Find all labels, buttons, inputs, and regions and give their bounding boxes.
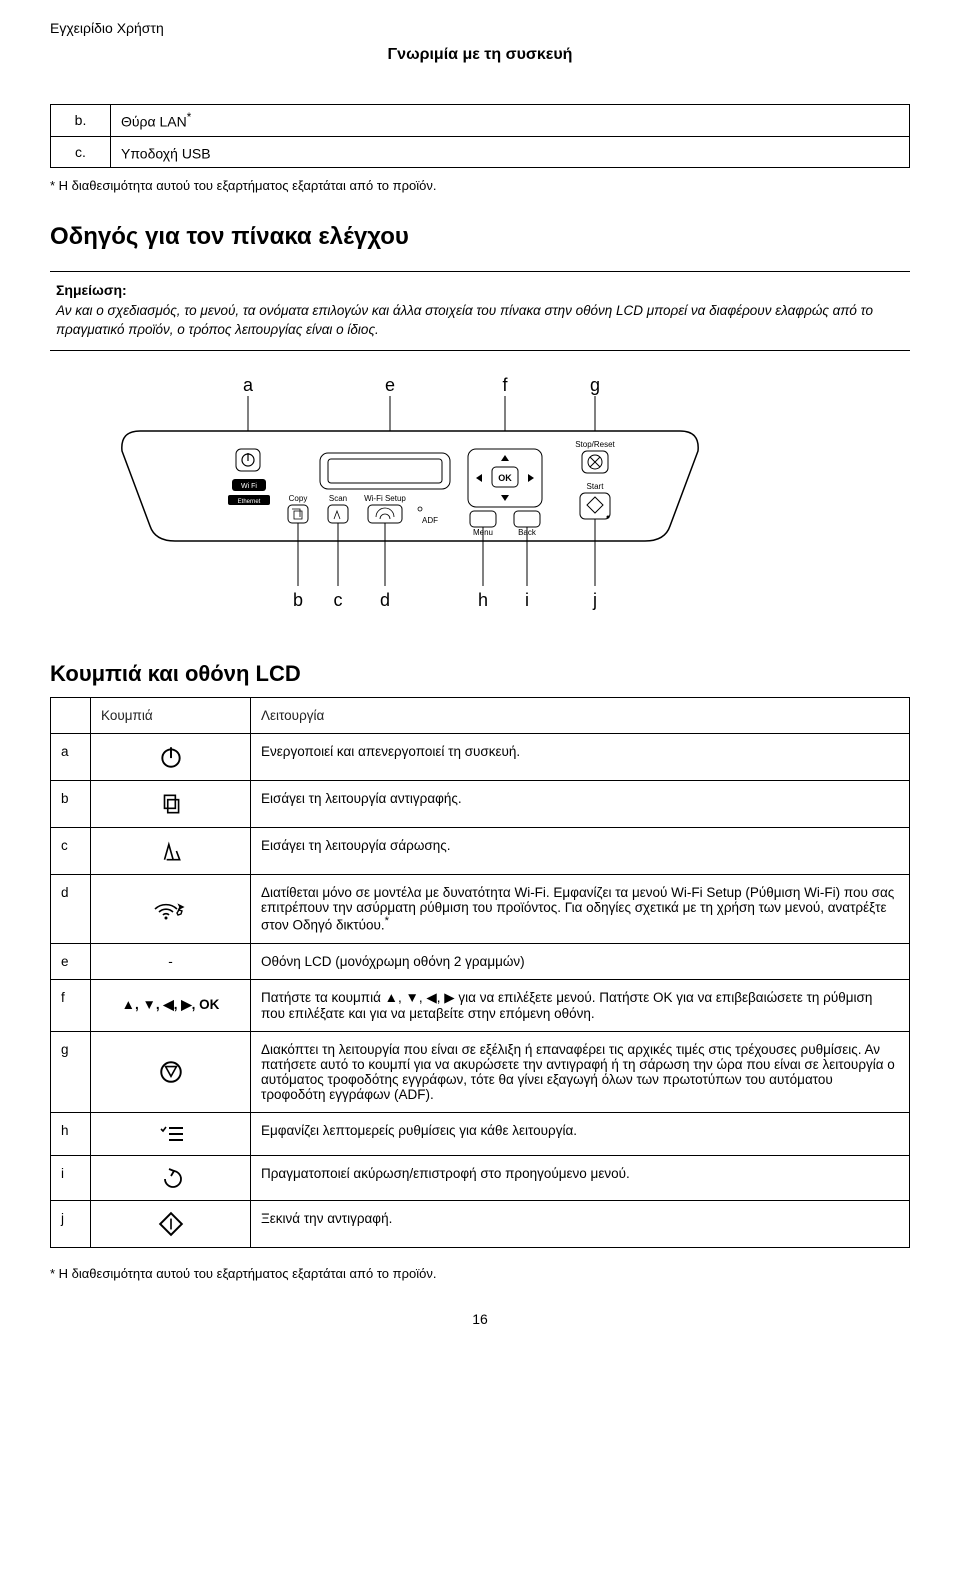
diagram-label-c: c xyxy=(334,590,343,610)
copy-label: Copy xyxy=(289,494,308,503)
row-key: b xyxy=(51,781,91,828)
col-function: Λειτουργία xyxy=(251,698,910,734)
copy-icon xyxy=(91,781,251,828)
row-text: Εισάγει τη λειτουργία σάρωσης. xyxy=(251,828,910,875)
copy-button xyxy=(288,505,308,523)
table-row: f ▲, ▼, ◀, ▶, OK Πατήστε τα κουμπιά ▲, ▼… xyxy=(51,979,910,1031)
ethernet-badge-text: Ethernet xyxy=(238,499,261,505)
scan-label: Scan xyxy=(329,494,347,503)
row-key: f xyxy=(51,979,91,1031)
table-row: c Εισάγει τη λειτουργία σάρωσης. xyxy=(51,828,910,875)
table-row: g Διακόπτει τη λειτουργία που είναι σε ε… xyxy=(51,1031,910,1112)
diagram-label-h: h xyxy=(478,590,488,610)
row-text: Εισάγει τη λειτουργία αντιγραφής. xyxy=(251,781,910,828)
row-text: Ξεκινά την αντιγραφή. xyxy=(251,1200,910,1247)
row-key: g xyxy=(51,1031,91,1112)
row-key: j xyxy=(51,1200,91,1247)
row-key: a xyxy=(51,734,91,781)
note-title: Σημείωση: xyxy=(56,282,904,298)
back-button xyxy=(514,511,540,527)
scan-icon xyxy=(91,828,251,875)
ports-footnote: * Η διαθεσιμότητα αυτού του εξαρτήματος … xyxy=(50,178,910,193)
control-panel-diagram: a e f g Wi Fi Ethernet Copy Scan Wi-Fi S… xyxy=(50,371,910,631)
menu-button xyxy=(470,511,496,527)
port-label: Θύρα LAN* xyxy=(111,105,910,137)
wifi-setup-icon xyxy=(91,875,251,944)
power-icon xyxy=(91,734,251,781)
row-text: Οθόνη LCD (μονόχρωμη οθόνη 2 γραμμών) xyxy=(251,943,910,979)
row-key: h xyxy=(51,1112,91,1155)
back-icon xyxy=(91,1155,251,1200)
row-text: Ενεργοποιεί και απενεργοποιεί τη συσκευή… xyxy=(251,734,910,781)
diagram-label-b: b xyxy=(293,590,303,610)
buttons-table: Κουμπιά Λειτουργία a Ενεργοποιεί και απε… xyxy=(50,697,910,1248)
row-text: Πατήστε τα κουμπιά ▲, ▼, ◀, ▶ για να επι… xyxy=(251,979,910,1031)
page-number: 16 xyxy=(50,1311,910,1327)
port-sup: * xyxy=(187,111,192,124)
wifi-badge-text: Wi Fi xyxy=(241,483,257,490)
adf-label: ADF xyxy=(422,516,438,525)
table-row: d Διατίθεται μόνο σε μοντέλα με δυνατότη… xyxy=(51,875,910,944)
table-row: e - Οθόνη LCD (μονόχρωμη οθόνη 2 γραμμών… xyxy=(51,943,910,979)
note-box: Σημείωση: Αν και ο σχεδιασμός, το μενού,… xyxy=(50,271,910,351)
diagram-label-i: i xyxy=(525,590,529,610)
section-title: Γνωριμία με τη συσκευή xyxy=(50,46,910,64)
table-row: j Ξεκινά την αντιγραφή. xyxy=(51,1200,910,1247)
table-header-row: Κουμπιά Λειτουργία xyxy=(51,698,910,734)
table-row: a Ενεργοποιεί και απενεργοποιεί τη συσκε… xyxy=(51,734,910,781)
row-key: d xyxy=(51,875,91,944)
stop-icon xyxy=(91,1031,251,1112)
arrows-label: ▲, ▼, ◀, ▶, OK xyxy=(91,979,251,1031)
port-key: c. xyxy=(51,136,111,168)
table-row: i Πραγματοποιεί ακύρωση/επιστροφή στο πρ… xyxy=(51,1155,910,1200)
table-row: h Εμφανίζει λεπτομερείς ρυθμίσεις για κά… xyxy=(51,1112,910,1155)
note-body: Αν και ο σχεδιασμός, το μενού, τα ονόματ… xyxy=(56,302,904,340)
row-text: Πραγματοποιεί ακύρωση/επιστροφή στο προη… xyxy=(251,1155,910,1200)
row-text-span: Διατίθεται μόνο σε μοντέλα με δυνατότητα… xyxy=(261,885,894,933)
row-key: e xyxy=(51,943,91,979)
buttons-footnote: * Η διαθεσιμότητα αυτού του εξαρτήματος … xyxy=(50,1266,910,1281)
row-key: c xyxy=(51,828,91,875)
table-row: b. Θύρα LAN* xyxy=(51,105,910,137)
doc-header: Εγχειρίδιο Χρήστη xyxy=(50,20,910,36)
diagram-label-d: d xyxy=(380,590,390,610)
ok-label: OK xyxy=(498,473,512,483)
diagram-label-f: f xyxy=(502,375,508,395)
row-sup: * xyxy=(385,915,389,927)
port-key: b. xyxy=(51,105,111,137)
diagram-label-e: e xyxy=(385,375,395,395)
start-label: Start xyxy=(587,482,605,491)
row-text: Διατίθεται μόνο σε μοντέλα με δυνατότητα… xyxy=(251,875,910,944)
ports-table: b. Θύρα LAN* c. Υποδοχή USB xyxy=(50,104,910,168)
table-row: c. Υποδοχή USB xyxy=(51,136,910,168)
port-label-text: Θύρα LAN xyxy=(121,114,187,130)
diagram-label-a: a xyxy=(243,375,254,395)
stop-reset-label: Stop/Reset xyxy=(575,440,615,449)
table-row: b Εισάγει τη λειτουργία αντιγραφής. xyxy=(51,781,910,828)
diagram-label-g: g xyxy=(590,375,600,395)
menu-icon xyxy=(91,1112,251,1155)
row-key: i xyxy=(51,1155,91,1200)
col-buttons: Κουμπιά xyxy=(91,698,251,734)
start-icon xyxy=(91,1200,251,1247)
row-text: Εμφανίζει λεπτομερείς ρυθμίσεις για κάθε… xyxy=(251,1112,910,1155)
guide-heading: Οδηγός για τον πίνακα ελέγχου xyxy=(50,223,910,251)
dash-label: - xyxy=(91,943,251,979)
port-label-text: Υποδοχή USB xyxy=(121,145,211,161)
row-text: Διακόπτει τη λειτουργία που είναι σε εξέ… xyxy=(251,1031,910,1112)
port-label: Υποδοχή USB xyxy=(111,136,910,168)
wifi-setup-label: Wi-Fi Setup xyxy=(364,494,406,503)
diagram-label-j: j xyxy=(592,590,597,610)
buttons-heading: Κουμπιά και οθόνη LCD xyxy=(50,661,910,687)
